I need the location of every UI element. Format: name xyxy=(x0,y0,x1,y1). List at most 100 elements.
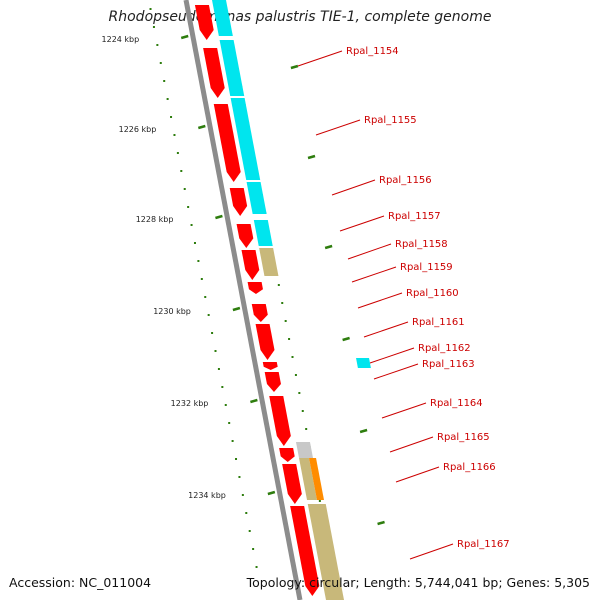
ring-dot xyxy=(228,422,231,424)
ring-dot xyxy=(173,134,176,136)
gene-label: Rpal_1156 xyxy=(379,175,432,186)
kbp-tick xyxy=(267,490,276,496)
gene-label: Rpal_1166 xyxy=(443,462,496,473)
ring-dot xyxy=(298,392,301,394)
ring-dot xyxy=(291,356,294,358)
kbp-label: 1226 kbp xyxy=(119,125,157,134)
gene-label: Rpal_1163 xyxy=(422,359,475,370)
ring-dot xyxy=(277,284,280,286)
ring-dot xyxy=(180,170,183,172)
label-leader xyxy=(297,50,343,67)
cds-feature xyxy=(356,358,371,368)
ring-dot xyxy=(163,80,166,82)
topology-summary: Topology: circular; Length: 5,744,041 bp… xyxy=(246,575,590,590)
ring-dot xyxy=(152,26,155,28)
kbp-tick xyxy=(342,336,350,342)
cds-arrow xyxy=(255,324,275,360)
ring-dot xyxy=(224,404,227,406)
label-leader xyxy=(357,292,403,309)
cds-arrow xyxy=(213,104,241,182)
cds-arrow xyxy=(262,362,278,370)
kbp-tick xyxy=(307,154,316,160)
cds-feature xyxy=(212,0,233,36)
ring-dot xyxy=(241,494,244,496)
cds-arrow xyxy=(282,464,302,504)
ring-dot xyxy=(197,260,200,262)
ring-dot xyxy=(305,428,308,430)
gene-label: Rpal_1165 xyxy=(437,432,490,443)
cds-arrow xyxy=(279,448,295,462)
ring-dot xyxy=(235,458,238,460)
kbp-tick xyxy=(250,398,258,404)
rna-feature xyxy=(259,248,279,276)
ring-dot xyxy=(200,278,203,280)
gene-label: Rpal_1160 xyxy=(406,288,459,299)
kbp-tick xyxy=(197,124,206,130)
cds-arrow xyxy=(203,48,225,98)
kbp-label: 1224 kbp xyxy=(102,35,140,44)
ring-dot xyxy=(207,314,210,316)
gene-label: Rpal_1155 xyxy=(364,115,417,126)
ring-dot xyxy=(166,98,169,100)
gene-label: Rpal_1161 xyxy=(412,317,465,328)
label-leader xyxy=(339,215,385,232)
ring-dot xyxy=(248,530,251,532)
ring-dot xyxy=(211,332,214,334)
gene-label: Rpal_1157 xyxy=(388,211,441,222)
ring-dot xyxy=(204,296,207,298)
ring-dot xyxy=(187,206,190,208)
ring-dot xyxy=(231,440,234,442)
ring-dot xyxy=(238,476,241,478)
ring-dot xyxy=(190,224,193,226)
kbp-label: 1232 kbp xyxy=(171,399,209,408)
ring-dot xyxy=(156,44,159,46)
gene-label: Rpal_1162 xyxy=(418,343,471,354)
label-leader xyxy=(315,119,361,136)
kbp-label: 1230 kbp xyxy=(153,307,191,316)
cds-arrow xyxy=(264,372,281,392)
ring-dot xyxy=(318,500,321,502)
ring-dot xyxy=(288,338,291,340)
label-leader xyxy=(409,543,454,560)
kbp-tick xyxy=(290,64,299,70)
cds-arrow xyxy=(241,250,260,280)
ring-dot xyxy=(193,242,196,244)
label-leader xyxy=(369,347,415,364)
label-leader xyxy=(373,363,419,380)
cds-feature xyxy=(246,182,267,214)
gene-label: Rpal_1164 xyxy=(430,398,483,409)
kbp-label: 1234 kbp xyxy=(188,491,226,500)
label-leader xyxy=(395,466,440,483)
label-leader xyxy=(331,179,376,196)
cds-arrow xyxy=(290,506,320,596)
cds-arrow xyxy=(236,224,254,248)
feature-track xyxy=(194,0,371,600)
cds-arrow xyxy=(247,282,263,294)
ring-dot xyxy=(214,350,217,352)
label-leader xyxy=(381,402,427,419)
cds-arrow xyxy=(251,304,268,322)
ring-dot xyxy=(245,512,248,514)
rna-feature xyxy=(307,504,344,600)
ring-dot xyxy=(294,374,297,376)
ring-dot xyxy=(284,320,287,322)
backbone-line xyxy=(183,0,303,600)
ring-dot xyxy=(176,152,179,154)
cds-feature xyxy=(219,40,245,96)
ring-dot xyxy=(170,116,173,118)
ring-dot xyxy=(255,566,258,568)
cds-arrow xyxy=(229,188,248,216)
label-leader xyxy=(389,436,434,453)
ring-dot xyxy=(217,368,220,370)
label-leader xyxy=(351,266,397,283)
misc-feature xyxy=(309,458,324,500)
misc-feature xyxy=(295,442,314,458)
label-leader xyxy=(363,321,409,338)
cds-feature xyxy=(230,98,261,180)
gene-label: Rpal_1167 xyxy=(457,539,510,550)
ring-dot xyxy=(221,386,224,388)
backbone xyxy=(183,0,303,600)
gene-label: Rpal_1158 xyxy=(395,239,448,250)
cds-feature xyxy=(253,220,273,246)
